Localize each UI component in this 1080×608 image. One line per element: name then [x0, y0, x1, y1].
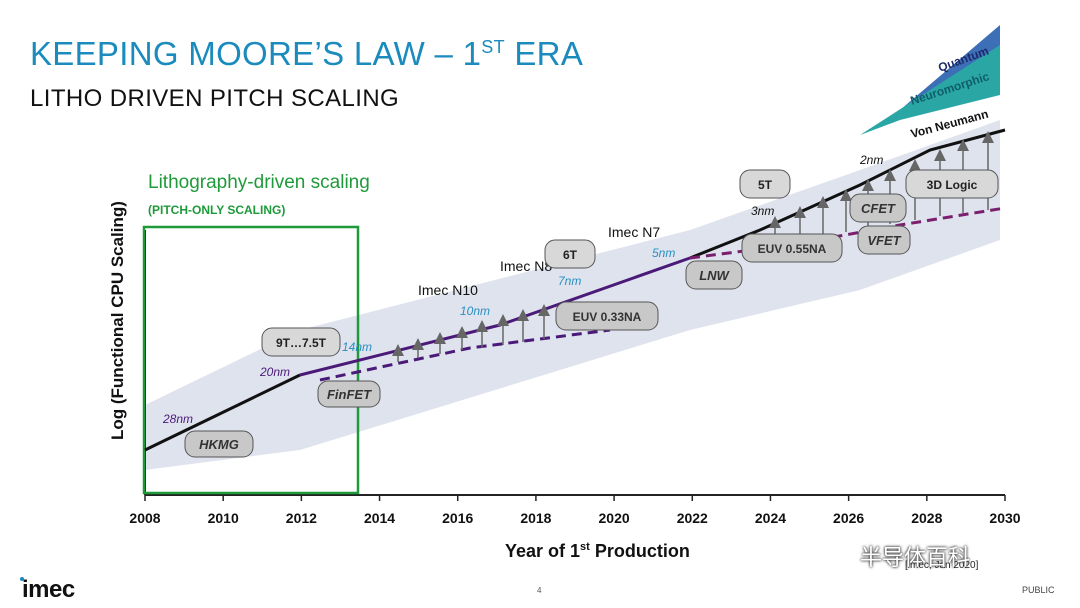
node-label-n10: Imec N10 [418, 282, 478, 298]
series-line-von-neumann [689, 128, 1006, 260]
watermark-text: 半导体百科 [860, 545, 971, 570]
x-tick-label: 2028 [911, 510, 942, 526]
classification-label: PUBLIC [1022, 585, 1055, 595]
slide-title-sup: ST [481, 37, 505, 57]
y-axis-label: Log (Functional CPU Scaling) [108, 201, 127, 440]
lithography-box-title: Lithography-driven scaling [148, 172, 370, 193]
pitch-label-2nm: 2nm [859, 153, 883, 167]
tech-box-vfet: VFET [857, 225, 911, 255]
x-tick-label: 2008 [129, 510, 160, 526]
series-dashed-late [689, 206, 1006, 260]
series-dashed-early [319, 328, 611, 382]
pitch-label-28nm: 28nm [162, 412, 193, 426]
slide-title-main: KEEPING MOORE’S LAW – 1 [30, 35, 482, 72]
x-tick-label: 2016 [442, 510, 473, 526]
x-tick-label: 2010 [208, 510, 239, 526]
node-label-n8: Imec N8 [500, 258, 552, 274]
svg-text:HKMG: HKMG [199, 437, 239, 452]
x-axis-label: Year of 1st Production [505, 541, 690, 561]
svg-text:3D Logic: 3D Logic [927, 178, 978, 192]
tech-box-finfet: FinFET [317, 380, 381, 408]
pitch-label-7nm: 7nm [558, 274, 581, 288]
tech-box-euv055: EUV 0.55NA [741, 233, 843, 263]
slide-title: KEEPING MOORE’S LAW – 1ST ERA [30, 35, 583, 73]
svg-text:EUV 0.55NA: EUV 0.55NA [758, 242, 827, 256]
pitch-label-14nm: 14nm [342, 340, 372, 354]
source-citation: [imec, Jan 2020] [905, 560, 979, 571]
x-tick-group: 2008 2010 2012 2014 2016 2018 2020 2022 2024 2026… [129, 495, 1021, 526]
logo-dot [20, 577, 24, 581]
x-tick-label: 2012 [286, 510, 317, 526]
tech-box-euv033: EUV 0.33NA [555, 301, 659, 331]
tech-box-lnw: LNW [685, 260, 743, 290]
svg-text:VFET: VFET [867, 233, 901, 248]
x-tick-label: 2022 [677, 510, 708, 526]
x-tick-label: 2026 [833, 510, 864, 526]
x-tick-label: 2024 [755, 510, 786, 526]
pitch-label-20nm: 20nm [259, 365, 290, 379]
svg-text:9T…7.5T: 9T…7.5T [276, 336, 327, 350]
svg-text:CFET: CFET [861, 201, 896, 216]
x-tick-label: 2014 [364, 510, 395, 526]
x-tick-label: 2018 [520, 510, 551, 526]
svg-text:6T: 6T [563, 248, 578, 262]
pitch-label-3nm: 3nm [751, 204, 774, 218]
pitch-label-5nm: 5nm [652, 246, 675, 260]
pitch-label-10nm: 10nm [460, 304, 490, 318]
quantum-band [900, 25, 1000, 110]
lithography-box-subtitle: (PITCH-ONLY SCALING) [148, 203, 285, 217]
page-number: 4 [537, 586, 542, 595]
slide-subtitle: LITHO DRIVEN PITCH SCALING [30, 85, 400, 112]
tech-box-3dlogic: 3D Logic [905, 169, 999, 199]
node-label-n7: Imec N7 [608, 224, 660, 240]
tech-box-6t: 6T [544, 239, 596, 269]
svg-text:FinFET: FinFET [327, 387, 372, 402]
imec-logo: imec [22, 576, 75, 603]
svg-text:EUV 0.33NA: EUV 0.33NA [573, 310, 642, 324]
series-line-black-early [144, 373, 301, 452]
x-tick-label: 2020 [599, 510, 630, 526]
svg-text:LNW: LNW [699, 268, 730, 283]
tech-box-hkmg: HKMG [184, 430, 254, 458]
tech-box-5t: 5T [739, 169, 791, 199]
slide-title-tail: ERA [504, 35, 584, 72]
x-tick-label: 2030 [989, 510, 1020, 526]
svg-text:5T: 5T [758, 178, 773, 192]
neuromorphic-band [860, 45, 1000, 135]
tech-box-9t: 9T…7.5T [261, 327, 341, 357]
tech-box-cfet: CFET [849, 193, 907, 223]
